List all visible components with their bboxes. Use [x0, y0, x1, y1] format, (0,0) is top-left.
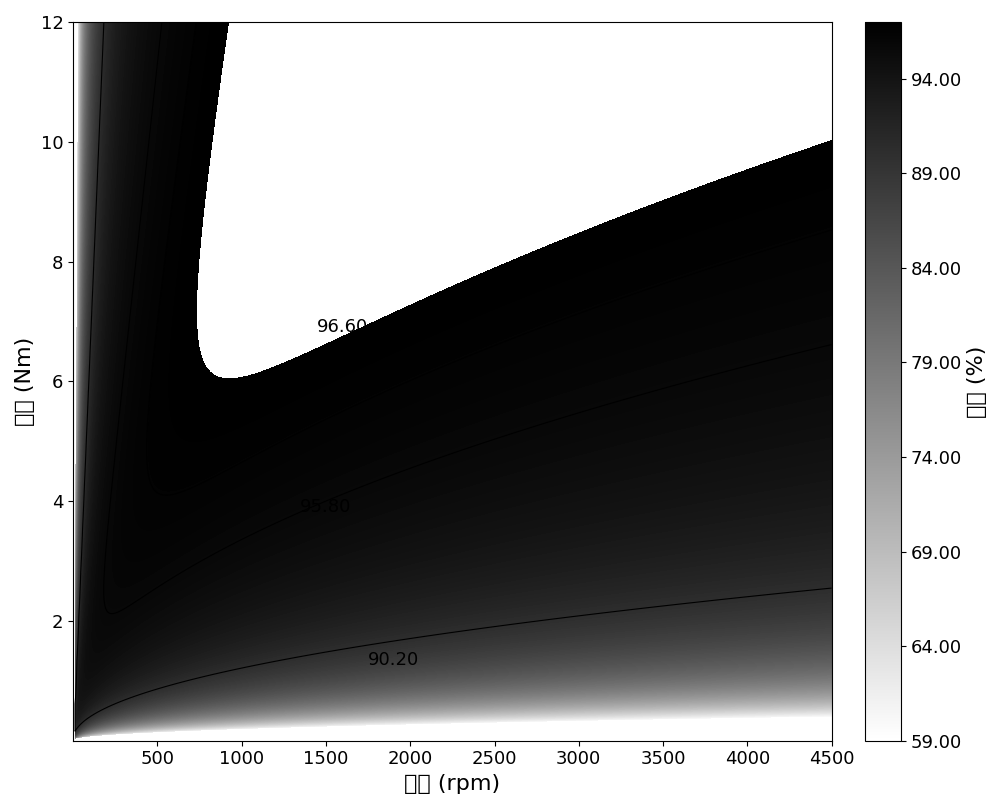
X-axis label: 转速 (rpm): 转速 (rpm) [404, 774, 500, 794]
Y-axis label: 效率 (%): 效率 (%) [967, 345, 987, 417]
Text: 90.20: 90.20 [368, 651, 419, 669]
Text: 95.80: 95.80 [300, 498, 352, 516]
Text: 96.60: 96.60 [317, 319, 368, 337]
Y-axis label: 转矩 (Nm): 转矩 (Nm) [15, 337, 35, 426]
